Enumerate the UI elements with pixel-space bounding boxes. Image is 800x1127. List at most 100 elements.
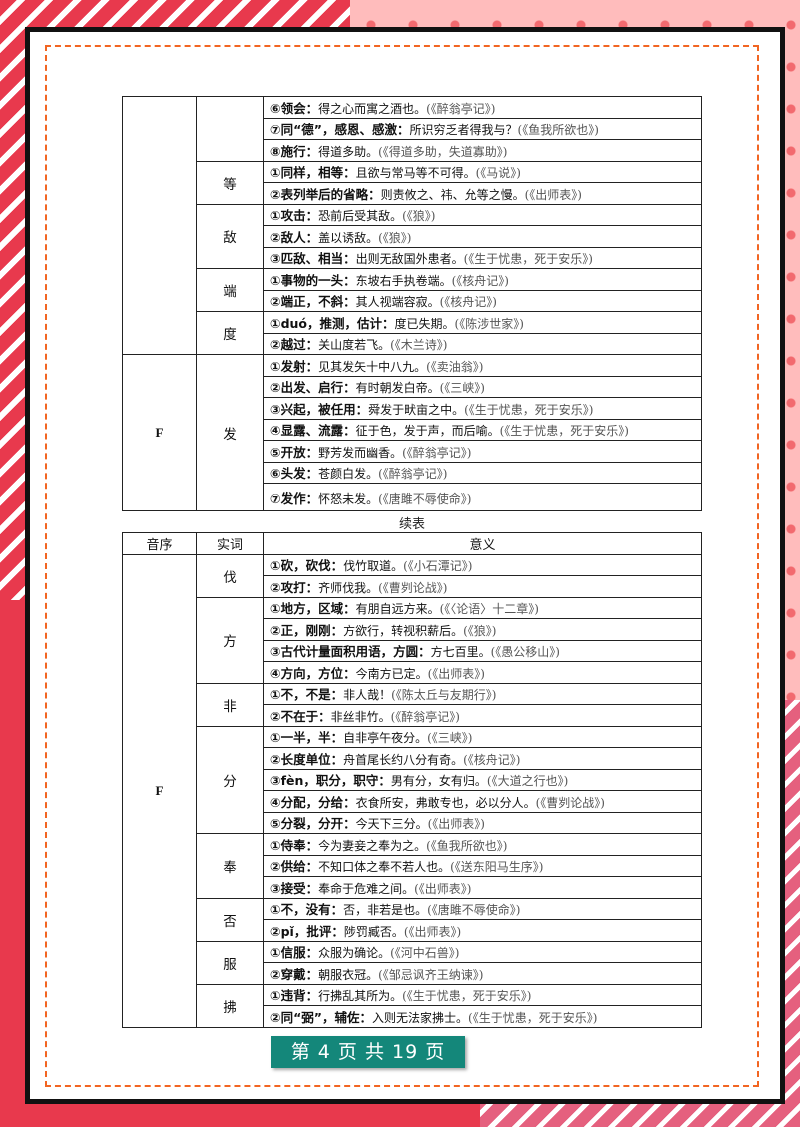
word-cell: 分 (196, 725, 264, 834)
meaning-cell: ④分配，分给：衣食所安，弗敢专也，必以分人。(《曹刿论战》) (263, 790, 702, 813)
sense-source: (《生于忧患，死于安乐》) (402, 989, 532, 1004)
sense-example: 非人哉！ (343, 688, 392, 703)
table-row: 拂 ①违背：行拂乱其所为。(《生于忧患，死于安乐》) (123, 983, 702, 1028)
meaning-cell: ⑥头发：苍颜白发。(《醉翁亭记》) (263, 461, 702, 484)
sense-definition: ②正，刚刚： (270, 622, 344, 638)
sense-definition: ②端正，不斜： (270, 294, 356, 310)
meaning-cell: ③接受：奉命于危难之间。(《出师表》) (263, 876, 702, 899)
table-row: ②敌人：盖以诱敌。(《狼》) (123, 225, 702, 248)
table-row: ③接受：奉命于危难之间。(《出师表》) (123, 876, 702, 899)
meaning-cell: ③匹敌、相当：出则无敌国外患者。(《生于忧患，死于安乐》) (263, 246, 702, 269)
sense-example: 入则无法家拂士。 (372, 1010, 469, 1025)
meaning-cell: ⑧施行：得道多助。(《得道多助，失道寡助》) (263, 139, 702, 162)
sense-example: 度已失期。 (394, 316, 455, 331)
sense-example: 不知口体之奉不若人也。 (318, 860, 451, 875)
meaning-cell: ②越过：关山度若飞。(《木兰诗》) (263, 332, 702, 355)
sense-definition: ④显露、流露： (270, 423, 356, 439)
word-cell: 敌 (196, 203, 264, 269)
sense-source: (《出师表》) (427, 666, 485, 681)
meaning-cell: ②供给：不知口体之奉不若人也。(《送东阳马生序》) (263, 854, 702, 877)
sense-example: 行拂乱其所为。 (318, 989, 403, 1004)
sense-source: (《愚公移山》) (490, 645, 560, 660)
sense-example: 今为妻妾之奉为之。 (318, 838, 427, 853)
sense-definition: ⑤分裂，分开： (270, 816, 356, 832)
sense-source: (《生于忧患，死于安乐》) (464, 402, 594, 417)
sense-example: 朝服衣冠。 (318, 967, 379, 982)
sense-source: (《核舟记》) (439, 295, 497, 310)
meaning-cell: ②不在于：非丝非竹。(《醉翁亭记》) (263, 704, 702, 727)
sense-source: (《卖油翁》) (426, 359, 484, 374)
sense-definition: ⑥领会： (270, 100, 319, 116)
sense-definition: ⑦发作： (270, 490, 319, 506)
sense-definition: ②敌人： (270, 229, 319, 245)
meaning-cell: ②长度单位：舟首尾长约八分有奇。(《核舟记》) (263, 747, 702, 770)
word-cell: 端 (196, 268, 264, 312)
word-cell: 拂 (196, 983, 264, 1028)
sense-example: 征于色，发于声，而后喻。 (355, 424, 500, 439)
sense-source: (《狼》) (463, 623, 497, 638)
sense-definition: ②越过： (270, 337, 319, 353)
meaning-cell: ①违背：行拂乱其所为。(《生于忧患，死于安乐》) (263, 983, 702, 1006)
sense-definition: ①同样，相等： (270, 165, 356, 181)
meaning-cell: ②出发、启行：有时朝发白帝。(《三峡》) (263, 375, 702, 398)
sense-definition: ①不，没有： (270, 902, 344, 918)
vocab-table: ⑥领会：得之心而寓之酒也。(《醉翁亭记》) ⑦同“德”，感恩、感激：所识穷乏者得我… (122, 96, 702, 511)
table-row: ②同“弼”，辅佐：入则无法家拂士。(《生于忧患，死于安乐》) (123, 1005, 702, 1028)
sense-definition: ②穿戴： (270, 966, 319, 982)
sense-definition: ④方向，方位： (270, 665, 356, 681)
sense-source: (《出师表》) (524, 187, 582, 202)
sense-example: 衣食所安，弗敢专也，必以分人。 (355, 795, 536, 810)
header-meaning: 意义 (263, 532, 702, 555)
meaning-cell: ②端正，不斜：其人视端容寂。(《核舟记》) (263, 289, 702, 312)
page-number-badge: 第 4 页 共 19 页 (271, 1036, 465, 1068)
meaning-cell: ④方向，方位：今南方已定。(《出师表》) (263, 661, 702, 684)
sense-source: (《送东阳马生序》) (450, 860, 544, 875)
table-row: F 伐 ①砍，砍伐：伐竹取道。(《小石潭记》) (122, 553, 702, 1028)
meaning-cell: ②穿戴：朝服衣冠。(《邹忌讽齐王纳谏》) (263, 962, 702, 985)
sense-definition: ⑧施行： (270, 143, 319, 159)
sense-definition: ②长度单位： (270, 751, 344, 767)
sense-example: 众服为确论。 (318, 946, 391, 961)
meaning-cell: ①侍奉：今为妻妾之奉为之。(《鱼我所欲也》) (263, 833, 702, 856)
sense-example: 且欲与常马等不可得。 (355, 166, 476, 181)
sense-definition: ③古代计量面积用语，方圆： (270, 644, 431, 660)
sense-definition: ①信服： (270, 945, 319, 961)
sense-example: 今天下三分。 (355, 817, 428, 832)
table-row: ②出发、启行：有时朝发白帝。(《三峡》) (123, 375, 702, 398)
sense-source: (《醉翁亭记》) (426, 101, 496, 116)
table-row: 分 ①一半，半：自非亭午夜分。(《三峡》) (123, 725, 702, 834)
sense-definition: ①事物的一头： (270, 272, 356, 288)
sense-source: (《鱼我所欲也》) (426, 838, 508, 853)
sense-definition: ②同“弼”，辅佐： (270, 1009, 373, 1025)
sense-source: (《陈太丘与友期行》) (391, 688, 497, 703)
meaning-cell: ①攻击：恐前后受其敌。(《狼》) (263, 203, 702, 226)
meaning-cell: ①地方，区域：有朋自远方来。(《〈论语〉十二章》) (263, 596, 702, 619)
sense-definition: ②出发、启行： (270, 380, 356, 396)
sense-source: (《唐雎不辱使命》) (427, 903, 521, 918)
sense-source: (《曹刿论战》) (378, 580, 448, 595)
sense-example: 所识穷乏者得我与？ (409, 123, 518, 138)
sense-definition: ④分配，分给： (270, 794, 356, 810)
table-row: ③匹敌、相当：出则无敌国外患者。(《生于忧患，死于安乐》) (123, 246, 702, 269)
table-row: 奉 ①侍奉：今为妻妾之奉为之。(《鱼我所欲也》) (123, 833, 702, 899)
letter-cell (122, 96, 197, 355)
sense-example: 男有分，女有归。 (390, 774, 487, 789)
table-row: F 发 ①发射：见其发矢十中八九。(《卖油翁》) (122, 354, 702, 511)
table-row: 等 ①同样，相等：且欲与常马等不可得。(《马说》) (123, 160, 702, 205)
continued-label: 续表 (398, 517, 425, 532)
sense-source: (《三峡》) (427, 731, 473, 746)
sense-source: (《出师表》) (427, 817, 485, 832)
sense-example: 否，非若是也。 (343, 903, 428, 918)
word-cell: 等 (196, 160, 264, 205)
word-cell: 发 (196, 354, 264, 511)
sense-example: 陟罚臧否。 (343, 924, 404, 939)
sense-source: (《马说》) (475, 166, 521, 181)
table-row: ②端正，不斜：其人视端容寂。(《核舟记》) (123, 289, 702, 312)
sense-example: 野芳发而幽香。 (318, 445, 403, 460)
meaning-cell: ③fèn，职分，职守：男有分，女有归。(《大道之行也》) (263, 768, 702, 791)
word-cell: 非 (196, 682, 264, 727)
sense-source: (《河中石兽》) (390, 946, 460, 961)
dashed-frame (45, 45, 759, 1087)
sense-source: (《生于忧患，死于安乐》) (499, 424, 629, 439)
sense-example: 方欲行，转视积薪后。 (343, 623, 464, 638)
